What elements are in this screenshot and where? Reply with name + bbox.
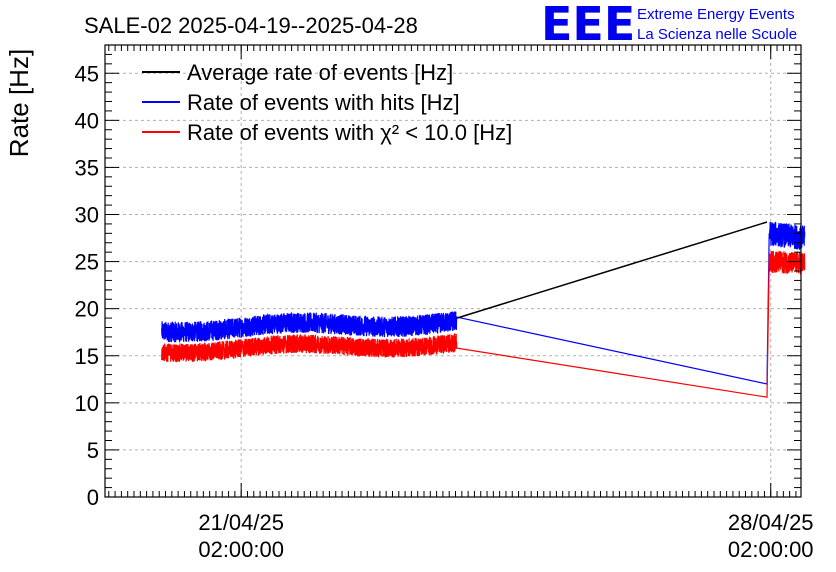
y-tick-label: 0 <box>87 485 99 510</box>
y-tick-label: 30 <box>75 203 99 228</box>
legend-label-2: Rate of events with χ² < 10.0 [Hz] <box>187 120 512 145</box>
y-tick-label: 20 <box>75 297 99 322</box>
x-tick-label-time: 02:00:00 <box>728 537 814 562</box>
eee-logo-line1: Extreme Energy Events <box>637 6 795 23</box>
legend-label-0: Average rate of events [Hz] <box>187 60 453 85</box>
legend-label-1: Rate of events with hits [Hz] <box>187 90 460 115</box>
series-line-0 <box>456 221 768 319</box>
legend: Average rate of events [Hz] Rate of event… <box>142 60 512 145</box>
y-tick-label: 15 <box>75 344 99 369</box>
y-axis-label: Rate [Hz] <box>4 49 34 157</box>
y-tick-label: 45 <box>75 61 99 86</box>
y-tick-label: 10 <box>75 391 99 416</box>
eee-logo-line2: La Scienza nelle Scuole <box>637 26 797 43</box>
chart-title: SALE-02 2025-04-19--2025-04-28 <box>84 13 418 38</box>
axes: 05101520253035404521/04/2502:00:0028/04/… <box>75 44 814 562</box>
x-tick-label-date: 21/04/25 <box>198 510 284 535</box>
y-tick-label: 25 <box>75 250 99 275</box>
series-line-2 <box>161 250 806 398</box>
grid <box>105 45 801 497</box>
eee-logo-letters: EEE <box>541 0 635 51</box>
y-tick-label: 5 <box>87 438 99 463</box>
series-line-1 <box>161 221 806 385</box>
y-tick-label: 35 <box>75 155 99 180</box>
x-tick-label-time: 02:00:00 <box>198 537 284 562</box>
series-layer <box>161 221 806 398</box>
eee-logo: EEE Extreme Energy Events La Scienza nel… <box>541 0 797 51</box>
y-tick-label: 40 <box>75 108 99 133</box>
x-tick-label-date: 28/04/25 <box>728 510 814 535</box>
plot-frame <box>104 44 802 498</box>
